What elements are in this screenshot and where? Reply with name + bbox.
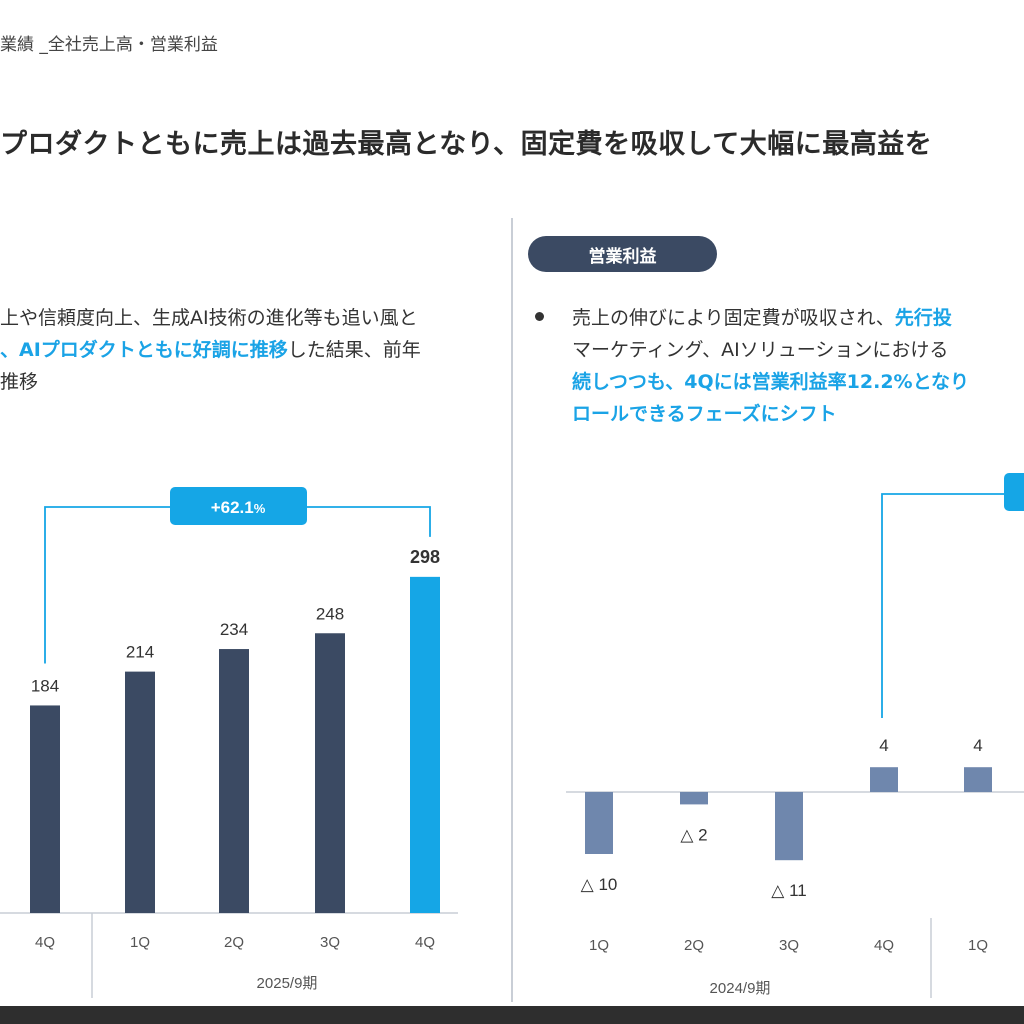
profit-desc-line: 続しつつも、4Qには営業利益率12.2%となり	[572, 366, 969, 398]
growth-callout-badge	[170, 487, 307, 525]
profit-desc-highlight-text: 続しつつも、4Qには営業利益率12.2%となり	[572, 371, 970, 393]
profit-desc-line: 売上の伸びにより固定費が吸収され、先行投	[572, 302, 969, 334]
profit-desc-highlight-text: ロールできるフェーズにシフト	[572, 403, 837, 425]
revenue-desc-line: 上や信頼度向上、生成AI技術の進化等も追い風と	[0, 302, 421, 334]
revenue-bar	[125, 671, 155, 913]
growth-callout-value: +62.1%	[211, 498, 266, 517]
profit-value-label: △ 10	[581, 875, 618, 894]
profit-desc-text: マーケティング、AIソリューションにおける	[572, 339, 949, 361]
quarter-tick-label: 2Q	[684, 937, 704, 954]
revenue-desc-text: 推移	[0, 371, 39, 393]
profit-bar	[680, 792, 708, 805]
profit-desc-text: 売上の伸びにより固定費が吸収され、	[572, 307, 895, 329]
quarter-tick-label: 1Q	[968, 937, 988, 954]
growth-unit: %	[254, 501, 266, 516]
fiscal-period-label: 2024/9期	[710, 980, 771, 997]
profit-bar	[775, 792, 803, 861]
profit-bracket-line	[881, 493, 1024, 718]
profit-value-label: △ 11	[771, 881, 806, 900]
revenue-bar	[30, 705, 60, 913]
operating-profit-description: 売上の伸びにより固定費が吸収され、先行投マーケティング、AIソリューションにおけ…	[572, 302, 969, 430]
revenue-desc-text: した結果、前年	[287, 339, 421, 361]
revenue-desc-highlight-text: 、AIプロダクトともに好調に推移	[0, 339, 288, 361]
revenue-desc-line: 、AIプロダクトともに好調に推移した結果、前年	[0, 334, 421, 366]
quarter-tick-label: 4Q	[874, 937, 894, 954]
quarter-tick-label: 2Q	[224, 934, 244, 951]
growth-value: +62.1	[211, 498, 254, 517]
revenue-bar	[410, 576, 440, 913]
footer-bar	[0, 1006, 1024, 1024]
bullet-icon	[535, 312, 544, 321]
profit-desc-highlight-text: 先行投	[894, 307, 952, 329]
profit-callout-badge	[1004, 473, 1024, 511]
profit-value-label: △ 2	[680, 825, 707, 844]
revenue-bar	[219, 649, 249, 913]
quarter-tick-label: 4Q	[35, 934, 55, 951]
breadcrumb: 業績 _全社売上高・営業利益	[0, 35, 218, 55]
revenue-value-label: 214	[126, 643, 154, 662]
profit-desc-line: マーケティング、AIソリューションにおける	[572, 334, 969, 366]
revenue-value-label: 234	[220, 620, 248, 639]
quarter-tick-label: 1Q	[130, 934, 150, 951]
operating-profit-title-badge: 営業利益	[528, 236, 717, 272]
revenue-desc-line: 推移	[0, 366, 421, 398]
profit-value-label: 4	[973, 736, 982, 755]
fiscal-period-label: 2025/9期	[257, 975, 318, 992]
revenue-desc-text: 上や信頼度向上、生成AI技術の進化等も追い風と	[0, 307, 418, 329]
profit-bar	[870, 767, 898, 792]
profit-desc-line: ロールできるフェーズにシフト	[572, 398, 969, 430]
growth-bracket-line	[44, 506, 431, 664]
panel-divider	[511, 218, 513, 1002]
quarter-tick-label: 3Q	[779, 937, 799, 954]
profit-value-label: 4	[879, 736, 888, 755]
revenue-description: 上や信頼度向上、生成AI技術の進化等も追い風と 、AIプロダクトともに好調に推移し…	[0, 302, 421, 398]
revenue-value-label: 298	[410, 547, 440, 567]
quarter-tick-label: 1Q	[589, 937, 609, 954]
quarter-tick-label: 4Q	[415, 934, 435, 951]
page-headline: プロダクトともに売上は過去最高となり、固定費を吸収して大幅に最高益を	[0, 129, 933, 160]
quarter-tick-label: 3Q	[320, 934, 340, 951]
revenue-value-label: 184	[31, 676, 59, 695]
revenue-bar	[315, 633, 345, 913]
revenue-value-label: 248	[316, 604, 344, 623]
profit-bar	[585, 792, 613, 854]
profit-bar	[964, 767, 992, 792]
